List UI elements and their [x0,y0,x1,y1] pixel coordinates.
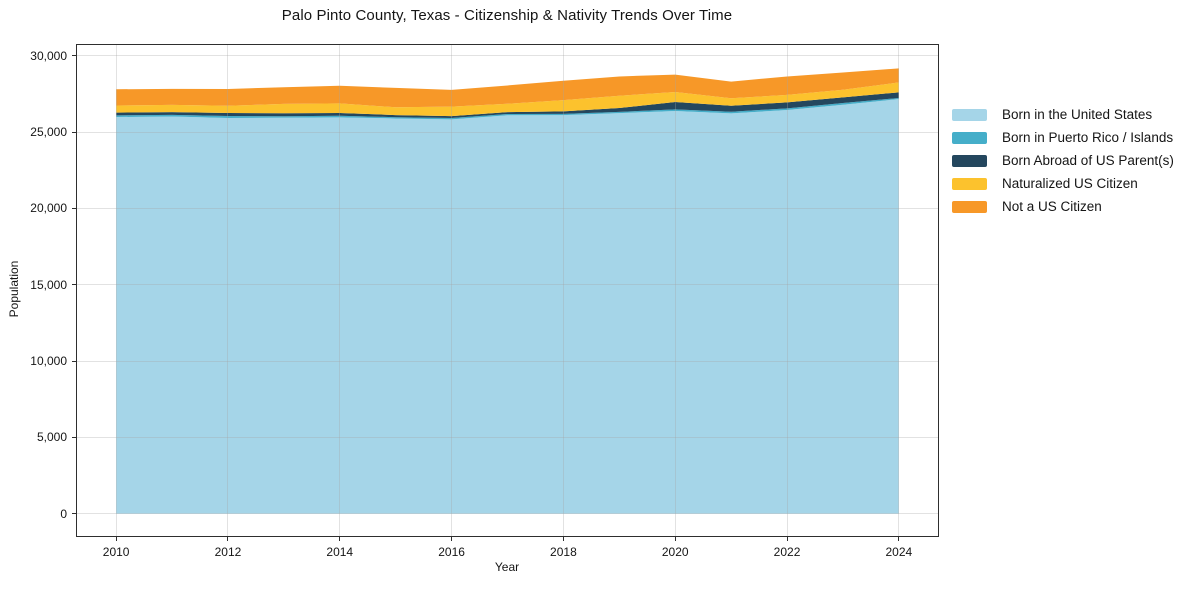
legend-item: Naturalized US Citizen [952,172,1174,195]
area-series-0 [116,99,899,514]
legend-item: Not a US Citizen [952,195,1174,218]
chart-title: Palo Pinto County, Texas - Citizenship &… [281,7,733,24]
plot-area: 2010 2012 2014 2016 2018 2020 2022 2024 0 5,000 10… [30,44,939,559]
area-series-4 [116,68,899,108]
y-axis-label: Population [7,260,21,318]
y-tick-label: 0 [60,506,67,521]
y-tick-mark [72,513,76,515]
x-tick-label: 2016 [438,545,465,559]
x-tick-mark [786,537,788,541]
legend-label: Born in the United States [1002,107,1153,122]
y-tick-label: 20,000 [30,201,67,216]
y-tick-mark [72,207,76,209]
legend-swatch-icon [952,108,987,121]
y-tick-label: 5,000 [36,430,67,445]
legend: Born in the United States Born in Puerto … [952,103,1174,218]
area-series-1 [116,97,899,120]
legend-label: Naturalized US Citizen [1002,176,1138,191]
y-tick-label: 15,000 [30,277,67,292]
legend-swatch-icon [952,200,987,213]
x-tick-label: 2018 [550,545,577,559]
legend-label: Born Abroad of US Parent(s) [1002,153,1174,168]
x-tick-label: 2012 [214,545,242,559]
x-axis-label: Year [494,560,520,574]
legend-item: Born in the United States [952,103,1174,126]
x-tick-mark [898,537,900,541]
y-tick-label: 25,000 [30,125,67,140]
legend-item: Born in Puerto Rico / Islands [952,126,1174,149]
x-tick-mark [451,537,453,541]
x-tick-label: 2014 [326,545,354,559]
area-series-2 [116,92,899,118]
x-tick-mark [562,537,564,541]
x-tick-mark [674,537,676,541]
legend-label: Born in Puerto Rico / Islands [1002,130,1174,145]
y-tick-label: 10,000 [30,354,67,369]
y-tick-mark [72,131,76,133]
stacked-area-svg [116,68,899,514]
x-tick-label: 2020 [661,545,689,559]
x-tick-mark [339,537,341,541]
x-tick-label: 2024 [885,545,913,559]
y-tick-mark [72,360,76,362]
legend-swatch-icon [952,154,987,167]
legend-label: Not a US Citizen [1002,199,1102,214]
y-tick-mark [72,55,76,57]
legend-item: Born Abroad of US Parent(s) [952,149,1174,172]
x-tick-label: 2010 [102,545,130,559]
legend-swatch-icon [952,177,987,190]
area-series-3 [116,82,899,117]
legend-swatch-icon [952,131,987,144]
y-tick-mark [72,436,76,438]
x-tick-mark [227,537,229,541]
x-tick-label: 2022 [773,545,801,559]
x-tick-mark [115,537,117,541]
y-tick-mark [72,284,76,286]
y-tick-label: 30,000 [30,48,67,63]
